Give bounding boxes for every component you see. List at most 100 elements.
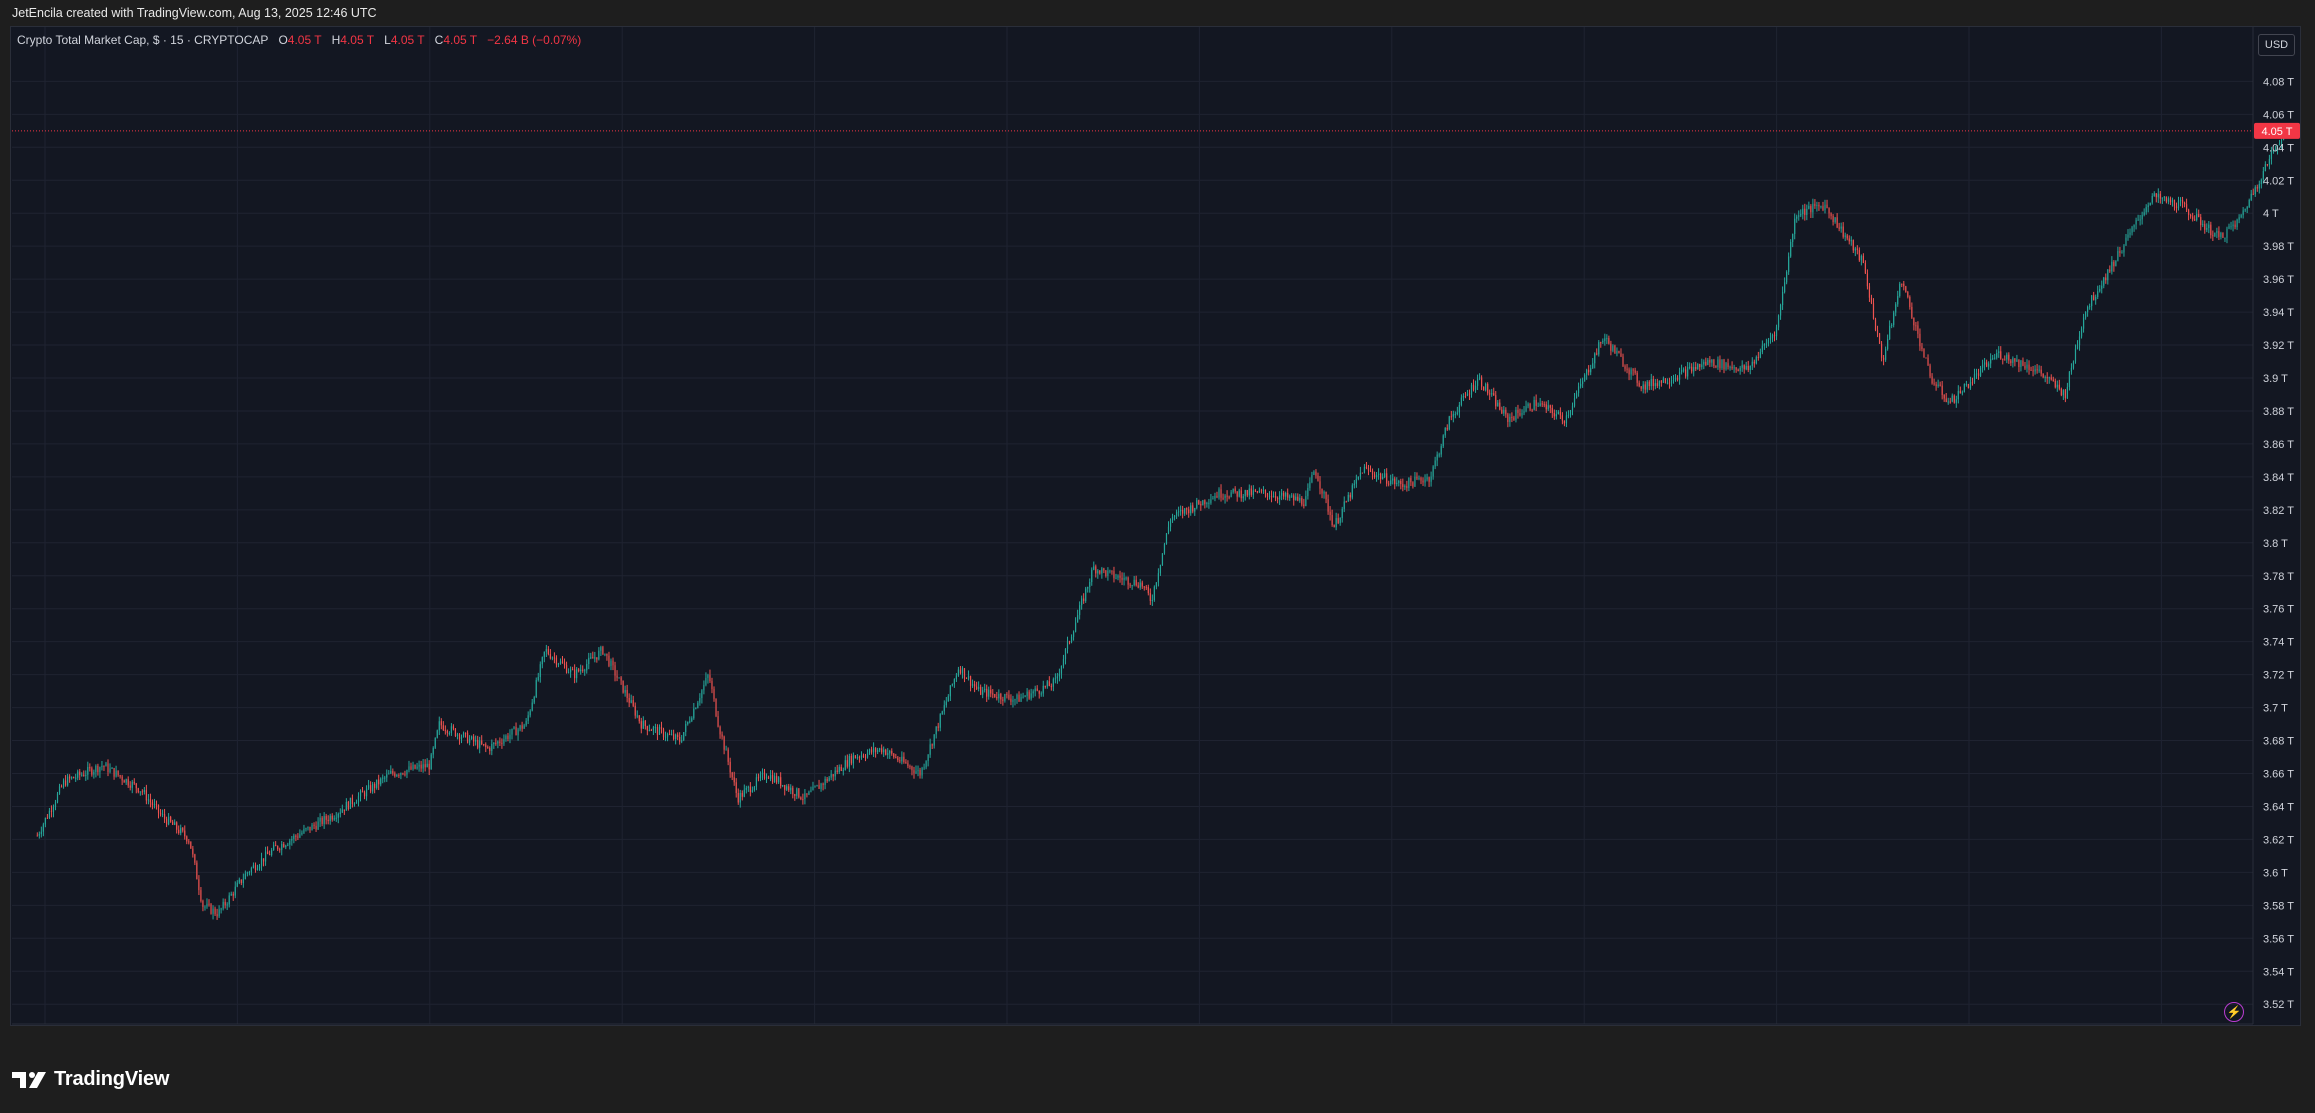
candle-body bbox=[606, 653, 608, 656]
candle bbox=[2117, 246, 2119, 262]
candle bbox=[468, 735, 471, 746]
candle bbox=[1781, 286, 1784, 310]
candle bbox=[1640, 386, 1642, 392]
candle-body bbox=[567, 672, 570, 674]
candle-body bbox=[289, 840, 291, 845]
candle-body bbox=[430, 754, 432, 770]
candle bbox=[266, 846, 269, 855]
candle-body bbox=[266, 851, 269, 855]
candle bbox=[309, 826, 311, 833]
candle-body bbox=[244, 873, 246, 880]
candle bbox=[725, 745, 727, 751]
chart-pane[interactable] bbox=[10, 26, 2301, 1026]
candle-body bbox=[2228, 226, 2230, 229]
candle bbox=[2064, 388, 2066, 403]
candle bbox=[1167, 521, 1170, 535]
candle-body bbox=[1428, 477, 1430, 482]
candle-body bbox=[1691, 366, 1693, 372]
candle-body bbox=[1563, 420, 1566, 424]
candle-body bbox=[2248, 199, 2250, 208]
candle-body bbox=[264, 851, 267, 862]
candle-body bbox=[1250, 488, 1252, 495]
candle-body bbox=[2022, 360, 2024, 366]
candle-body bbox=[771, 775, 774, 783]
candle-body bbox=[703, 684, 705, 691]
tradingview-logo[interactable]: TradingView bbox=[12, 1068, 169, 1091]
candle bbox=[2204, 220, 2206, 234]
candle bbox=[1192, 502, 1194, 514]
candle bbox=[2016, 354, 2018, 362]
lightning-icon[interactable]: ⚡ bbox=[2224, 1002, 2244, 1022]
candle-body bbox=[256, 868, 259, 871]
candle bbox=[1913, 317, 1915, 331]
candle-body bbox=[1460, 397, 1463, 405]
chart-credit: JetEncila created with TradingView.com, … bbox=[12, 6, 377, 20]
candle bbox=[2208, 221, 2210, 234]
candle-body bbox=[1317, 475, 1319, 482]
candle bbox=[442, 721, 444, 732]
candle-body bbox=[1458, 404, 1460, 413]
candle-body bbox=[1852, 240, 1854, 251]
candle-body bbox=[1759, 352, 1761, 358]
candle bbox=[580, 664, 582, 675]
candle bbox=[2268, 154, 2271, 170]
candle-body bbox=[1939, 384, 1941, 386]
candle-body bbox=[832, 774, 834, 777]
candle bbox=[832, 774, 834, 782]
candle bbox=[531, 698, 533, 712]
candle bbox=[1642, 381, 1644, 394]
symbol-description[interactable]: Crypto Total Market Cap, $ · 15 · CRYPTO… bbox=[17, 33, 269, 47]
candle bbox=[828, 775, 830, 782]
candle-body bbox=[1549, 405, 1551, 408]
candle-body bbox=[747, 786, 749, 788]
candle-body bbox=[1246, 490, 1248, 496]
candle bbox=[462, 731, 465, 738]
candle bbox=[1703, 359, 1705, 370]
currency-button[interactable]: USD bbox=[2258, 34, 2295, 56]
candle bbox=[105, 761, 107, 767]
candle bbox=[1301, 496, 1303, 507]
candle-body bbox=[483, 744, 485, 746]
candle bbox=[1240, 486, 1242, 502]
candle-body bbox=[1196, 500, 1198, 508]
candle bbox=[1735, 367, 1737, 373]
candle-body bbox=[1592, 363, 1594, 369]
candle bbox=[1456, 406, 1458, 416]
y-tick-label: 3.9 T bbox=[2263, 373, 2288, 385]
candle bbox=[2020, 359, 2022, 372]
candle-body bbox=[2070, 367, 2073, 372]
candle bbox=[224, 898, 226, 909]
candle bbox=[1046, 680, 1048, 689]
candle bbox=[1887, 334, 1889, 351]
candle bbox=[527, 711, 529, 725]
candle bbox=[85, 770, 87, 781]
candle-body bbox=[1113, 571, 1115, 579]
price-axis[interactable]: 3.52 T3.54 T3.56 T3.58 T3.6 T3.62 T3.64 … bbox=[2263, 76, 2294, 1011]
candle bbox=[727, 747, 729, 766]
y-tick-label: 3.8 T bbox=[2263, 538, 2288, 550]
candle bbox=[1963, 383, 1965, 393]
candle-body bbox=[978, 686, 980, 690]
candle bbox=[555, 655, 558, 668]
candle bbox=[638, 715, 640, 724]
candle bbox=[2028, 360, 2030, 375]
candle bbox=[537, 672, 539, 682]
candle bbox=[949, 685, 951, 701]
candle bbox=[1994, 353, 1996, 360]
candle bbox=[1375, 471, 1378, 482]
candle-body bbox=[1992, 358, 1994, 360]
candle bbox=[1579, 378, 1582, 389]
candle bbox=[446, 729, 448, 737]
candle-body bbox=[382, 777, 384, 779]
candle bbox=[1386, 468, 1388, 487]
candle bbox=[976, 681, 978, 691]
candle bbox=[1369, 465, 1372, 473]
candle bbox=[1416, 472, 1418, 481]
candle-body bbox=[299, 834, 301, 838]
candle bbox=[879, 747, 881, 753]
candle-body bbox=[123, 780, 125, 783]
candle-body bbox=[458, 734, 461, 740]
candle bbox=[79, 768, 81, 781]
candle-body bbox=[776, 776, 778, 783]
